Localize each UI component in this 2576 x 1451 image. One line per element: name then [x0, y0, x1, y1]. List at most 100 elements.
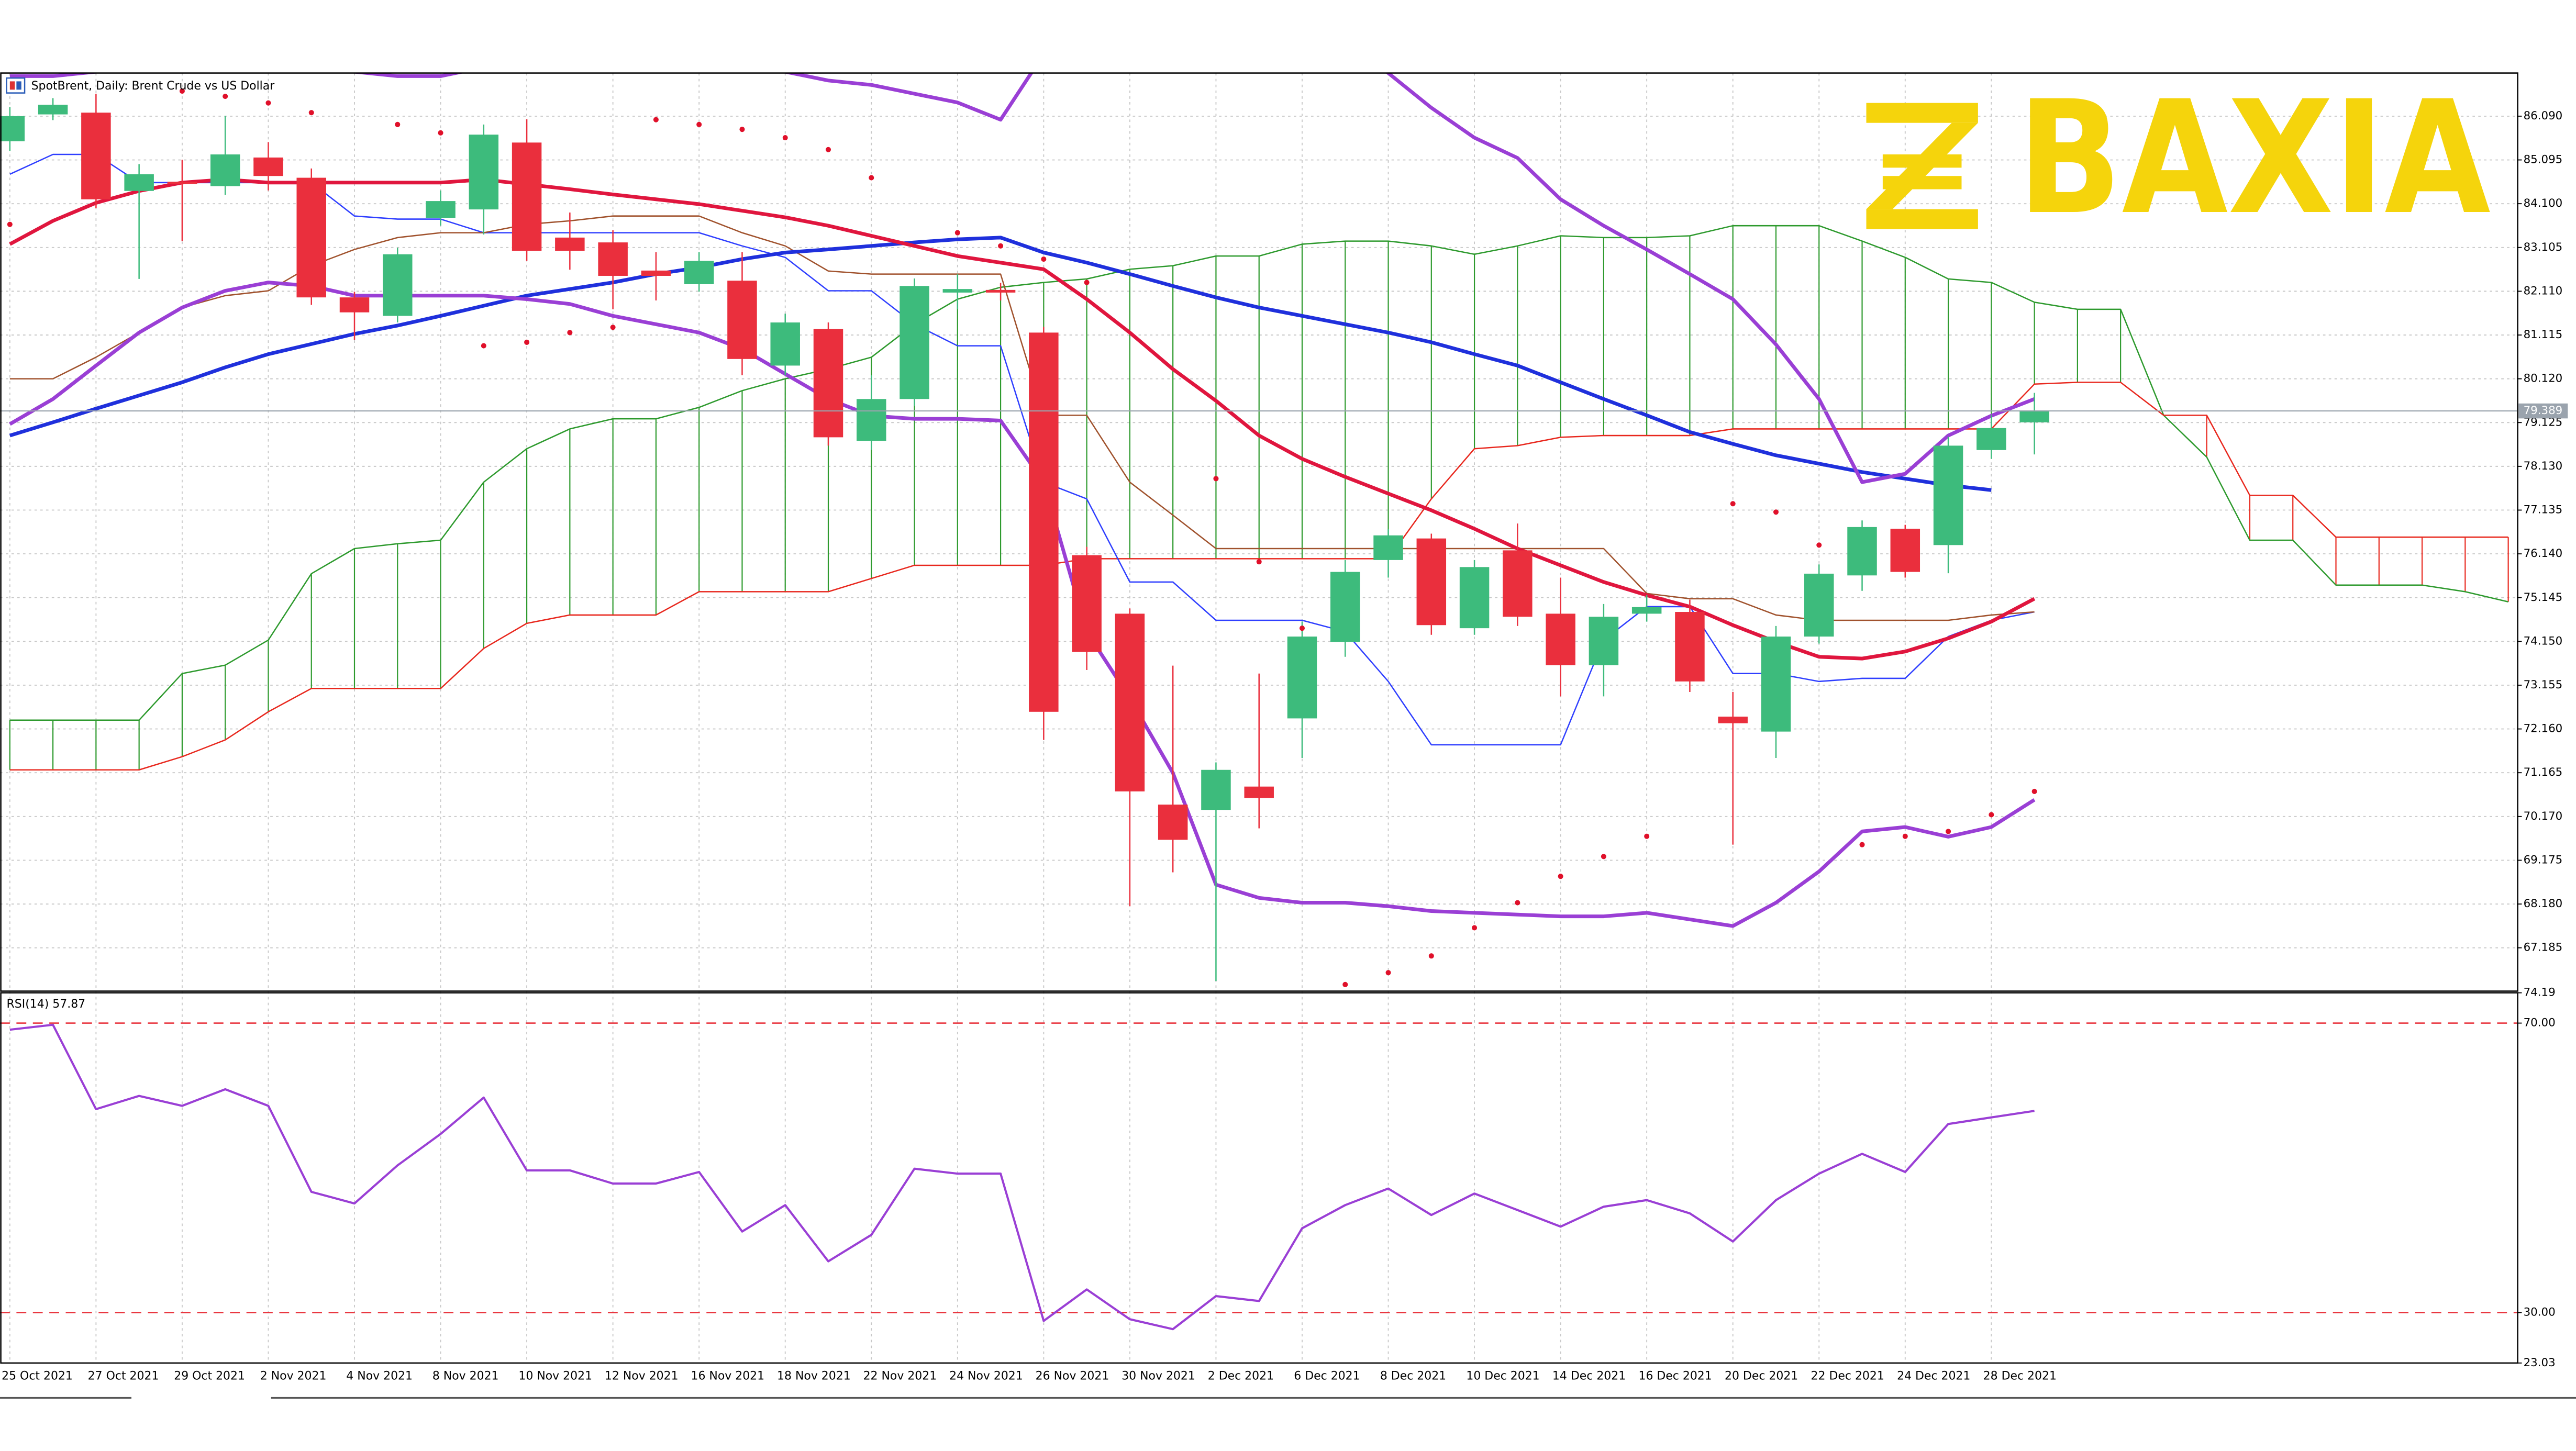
candle-body: [512, 142, 542, 251]
moving-line: [9, 73, 2035, 484]
sar-dot: [395, 121, 401, 127]
indicator-line: [9, 215, 2035, 621]
axis-layer: 25 Oct 2021 27 Oct 2021 29 Oct 2021 2 Nov 2…: [2, 109, 2568, 1382]
x-tick-label: 30 Nov 2021: [1122, 1369, 1195, 1382]
sar-dot: [2031, 788, 2037, 794]
candle-body: [1330, 572, 1360, 642]
sar-dot: [1946, 829, 1951, 834]
sar-dot: [567, 330, 573, 336]
sar-dot: [653, 117, 659, 122]
y-tick-label: 83.105: [2524, 241, 2563, 254]
sar-dot: [1428, 953, 1434, 959]
candle-body: [38, 105, 68, 115]
sar-dot: [696, 121, 702, 127]
candle-body: [1416, 538, 1447, 626]
y-tick-label: 82.110: [2524, 284, 2563, 297]
moving-line: [9, 281, 2036, 928]
candle-body: [1761, 637, 1791, 732]
candle-body: [1890, 529, 1920, 572]
sar-dot: [1256, 559, 1262, 565]
sar-dot: [1558, 874, 1563, 879]
sar-dot: [1342, 981, 1348, 987]
rsi-title: RSI(14) 57.87: [7, 998, 86, 1011]
candle-body: [253, 157, 283, 176]
candle-body: [210, 154, 240, 186]
x-tick-label: 18 Nov 2021: [777, 1369, 851, 1382]
x-tick-label: 24 Dec 2021: [1897, 1369, 1970, 1382]
candle-body: [339, 297, 370, 312]
y-tick-label: 23.03: [2524, 1356, 2556, 1369]
candle-body: [1631, 607, 1662, 614]
candle-body: [857, 399, 886, 441]
last-price-box: [2518, 403, 2568, 419]
candle-body: [2019, 411, 2049, 422]
x-tick-label: 27 Oct 2021: [88, 1369, 159, 1382]
candle-body: [1115, 613, 1145, 791]
rsi-line: [9, 1023, 2035, 1331]
rsi-frame: [0, 992, 2518, 1364]
candle-body: [167, 182, 197, 184]
sar-dot: [1084, 280, 1090, 285]
sar-dot: [1644, 833, 1650, 839]
sar-dot: [869, 175, 874, 181]
candle-body: [124, 174, 154, 191]
candle-body: [1158, 805, 1188, 840]
candle-body: [1804, 573, 1834, 637]
y-tick-label: 72.160: [2524, 722, 2563, 735]
candle-body: [1373, 535, 1403, 560]
symbol-icon: [6, 77, 26, 94]
y-tick-label: 68.180: [2524, 897, 2563, 910]
sar-dot: [1902, 833, 1908, 839]
candle-body: [81, 113, 111, 199]
sar-dot: [223, 94, 228, 99]
candle-body: [1287, 637, 1317, 719]
sar-dot: [1213, 476, 1219, 482]
y-tick-label: 30.00: [2524, 1305, 2556, 1319]
sar-dot: [438, 130, 443, 136]
y-tick-label: 84.100: [2524, 197, 2563, 210]
candle-body: [727, 281, 757, 359]
y-tick-label: 76.140: [2524, 547, 2563, 560]
sar-dot: [1041, 256, 1047, 262]
sar-dot: [825, 147, 831, 152]
sar-dot: [1730, 501, 1736, 507]
x-tick-label: 24 Nov 2021: [949, 1369, 1023, 1382]
candle-body: [900, 286, 929, 399]
x-tick-label: 10 Dec 2021: [1466, 1369, 1539, 1382]
moving-line: [9, 177, 2036, 661]
x-tick-label: 28 Dec 2021: [1983, 1369, 2057, 1382]
sar-dot: [998, 243, 1004, 249]
last-price-label: 79.389: [2524, 404, 2563, 417]
x-tick-label: 25 Oct 2021: [2, 1369, 73, 1382]
sar-dot: [610, 325, 616, 330]
sar-dot: [1515, 900, 1520, 906]
logo-text: BAXIA: [2017, 68, 2492, 249]
sar-dot: [739, 127, 745, 132]
y-tick-label: 69.175: [2524, 853, 2563, 866]
sar-dot: [782, 135, 788, 141]
y-tick-label: 71.165: [2524, 766, 2563, 779]
candle-body: [426, 201, 456, 218]
y-tick-label: 81.115: [2524, 328, 2563, 341]
sar-dot: [524, 339, 530, 345]
x-tick-label: 4 Nov 2021: [346, 1369, 413, 1382]
candle-body: [985, 289, 1016, 293]
candle-body: [813, 329, 843, 438]
y-tick-label: 70.170: [2524, 810, 2563, 823]
candle-body: [1933, 445, 1963, 545]
chart-title: SpotBrent, Daily: Brent Crude vs US Doll…: [31, 80, 275, 93]
sar-dot: [1472, 925, 1478, 931]
candle-body: [555, 237, 585, 251]
candle-body: [1201, 769, 1231, 810]
y-tick-label: 75.145: [2524, 591, 2563, 604]
candle-body: [1589, 617, 1619, 665]
x-tick-label: 14 Dec 2021: [1552, 1369, 1626, 1382]
y-tick-label: 70.00: [2524, 1016, 2556, 1029]
y-tick-label: 78.130: [2524, 460, 2563, 473]
x-tick-label: 22 Nov 2021: [863, 1369, 937, 1382]
candle-body: [1675, 612, 1705, 682]
candle-body: [684, 261, 714, 284]
x-tick-label: 22 Dec 2021: [1811, 1369, 1884, 1382]
